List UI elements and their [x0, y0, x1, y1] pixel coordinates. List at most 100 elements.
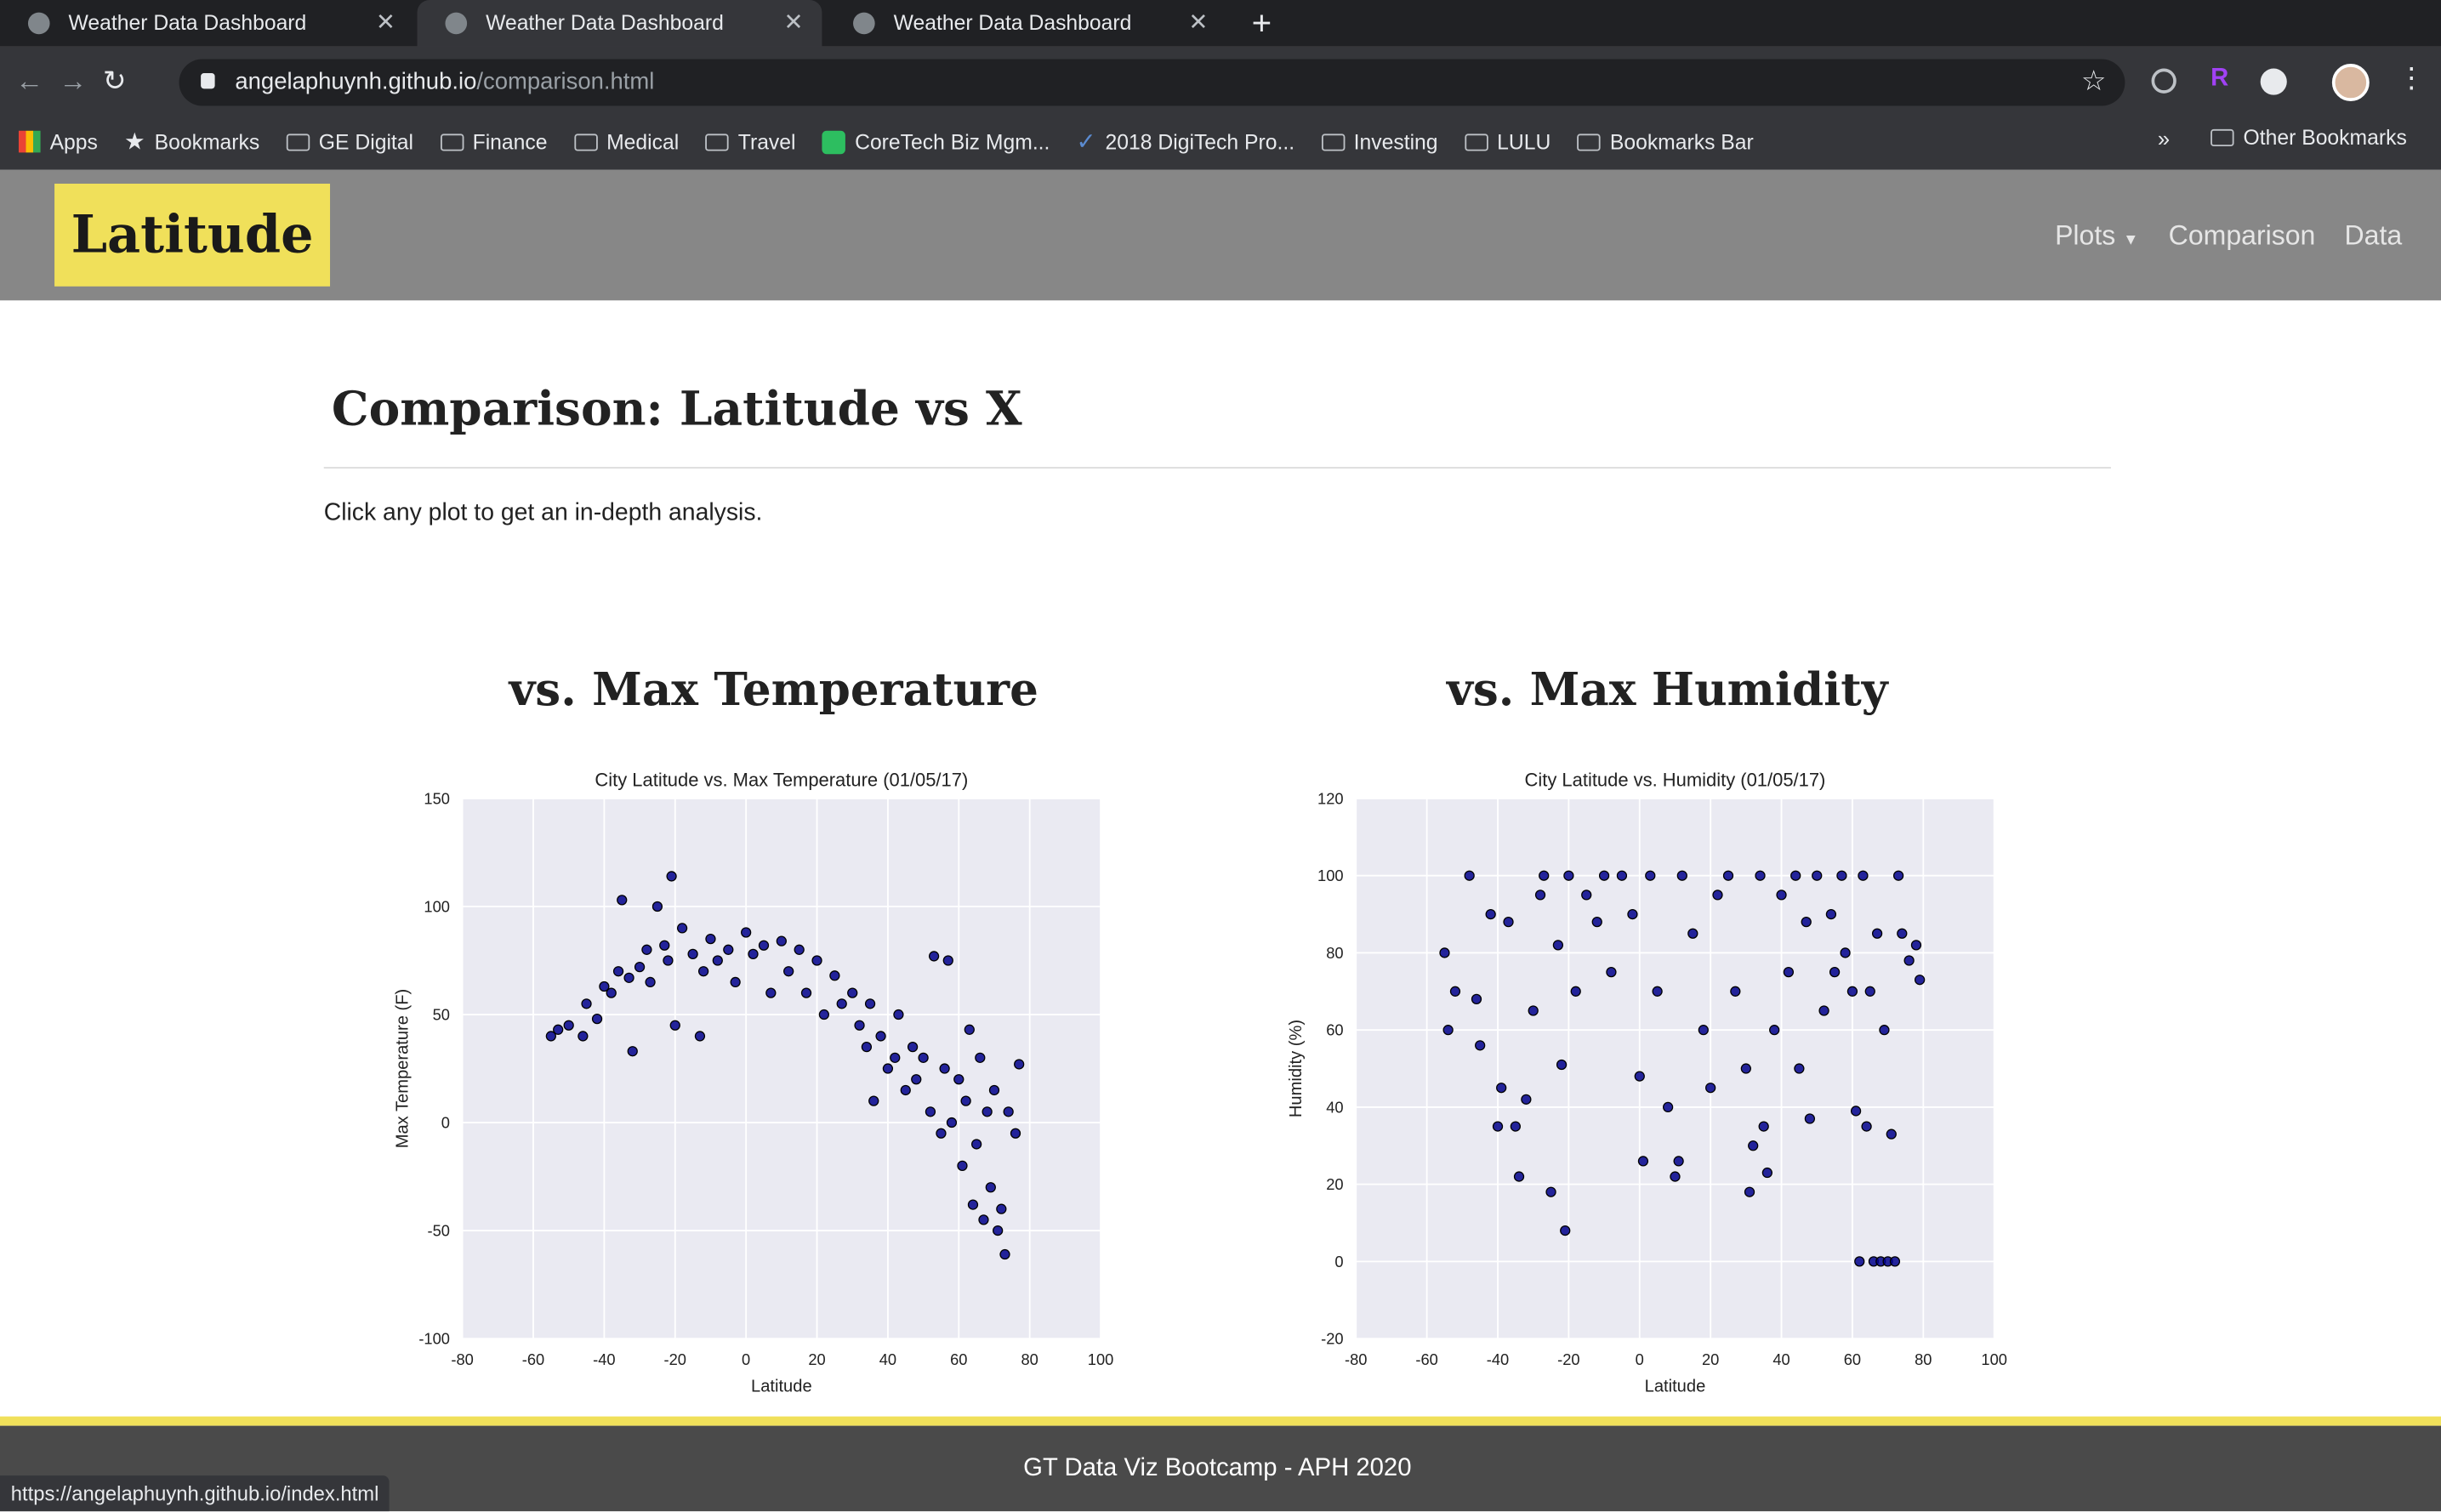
point	[1485, 908, 1496, 920]
x-tick-label: -20	[1557, 1350, 1579, 1368]
x-tick-label: -80	[451, 1350, 473, 1368]
x-tick-label: -40	[593, 1350, 615, 1368]
omnibox[interactable]: angelaphuynh.github.io/comparison.html ☆	[179, 59, 2125, 106]
y-tick-label: -100	[418, 1330, 450, 1348]
point	[748, 948, 759, 960]
x-tick-label: -80	[1345, 1350, 1367, 1368]
x-tick-label: 0	[742, 1350, 750, 1368]
bookmark[interactable]: GE Digital	[286, 126, 413, 157]
bookmark[interactable]: Apps	[18, 126, 98, 157]
point	[741, 927, 752, 938]
bookmark[interactable]: Investing	[1321, 126, 1438, 157]
bookmark-label: Bookmarks	[154, 129, 260, 154]
brand[interactable]: Latitude	[54, 183, 331, 287]
bookmark[interactable]: Finance	[440, 126, 548, 157]
y-tick-label: 0	[441, 1113, 450, 1131]
point	[1744, 1186, 1755, 1197]
point	[599, 981, 610, 992]
point	[1534, 890, 1546, 901]
point	[1783, 966, 1795, 978]
point	[1563, 870, 1574, 881]
point	[911, 1074, 922, 1085]
point	[776, 935, 787, 946]
extension-icon[interactable]: R	[2211, 65, 2229, 92]
y-axis-label: Max Temperature (F)	[394, 989, 413, 1149]
point	[1850, 1106, 1862, 1117]
nav-link[interactable]: Data	[2344, 219, 2403, 251]
point	[971, 1139, 982, 1150]
point	[581, 998, 592, 1009]
nav-link[interactable]: Plots ▼	[2055, 219, 2139, 251]
point	[1915, 975, 1926, 986]
point	[1829, 966, 1841, 978]
point	[1790, 870, 1801, 881]
point	[967, 1199, 979, 1210]
point	[1539, 870, 1550, 881]
point	[1840, 947, 1851, 958]
bookmark[interactable]: LULU	[1464, 126, 1551, 157]
profile-avatar[interactable]	[2331, 64, 2370, 101]
point	[1545, 1186, 1556, 1197]
point	[982, 1106, 993, 1117]
point	[1776, 890, 1787, 901]
point	[1854, 1256, 1865, 1267]
bookmark-label: CoreTech Biz Mgm...	[855, 129, 1050, 154]
point	[1496, 1083, 1507, 1094]
point	[1804, 1113, 1816, 1124]
bookmark-label: GE Digital	[318, 129, 414, 154]
menu[interactable]: ⋮	[2397, 62, 2426, 94]
point	[1861, 1121, 1872, 1132]
point	[957, 1160, 968, 1171]
point	[942, 955, 953, 966]
point	[1645, 870, 1656, 881]
y-tick-label: 150	[424, 789, 450, 807]
point	[1627, 908, 1638, 920]
extension-icon[interactable]	[2151, 68, 2176, 94]
point	[1761, 1167, 1772, 1179]
plot-area	[462, 798, 1101, 1339]
point	[988, 1084, 1000, 1096]
bookmark[interactable]: Travel	[705, 126, 796, 157]
bookmarks-overflow[interactable]: »	[2157, 126, 2171, 151]
chart[interactable]: -80 -60 -40 -20 0 20 40 60 80 100 -20 0 20 40 60 80 100 1…	[1267, 755, 2015, 1409]
point	[1755, 870, 1766, 881]
point	[1513, 1171, 1525, 1182]
point	[1670, 1171, 1681, 1182]
point	[553, 1024, 564, 1035]
extension-icon[interactable]	[2260, 68, 2287, 95]
tab[interactable]: Weather Data Dashboard ✕	[825, 0, 1226, 47]
point	[606, 987, 617, 998]
bookmark[interactable]: CoreTech Biz Mgm...	[822, 126, 1050, 157]
footer	[0, 1425, 2441, 1512]
point	[936, 1128, 947, 1139]
chart[interactable]: -80 -60 -40 -20 0 20 40 60 80 100 -100 -50 0 50 100 150…	[373, 755, 1121, 1409]
bookmark[interactable]: Bookmarks Bar	[1577, 126, 1754, 157]
new-tab[interactable]: +	[1251, 3, 1272, 43]
point	[1637, 1156, 1649, 1167]
tab-active[interactable]: Weather Data Dashboard ✕	[417, 0, 822, 47]
nav-link[interactable]: Comparison	[2168, 219, 2316, 251]
tab-strip	[0, 0, 2441, 47]
section-heading: vs. Max Temperature	[509, 662, 1038, 716]
point	[1475, 1040, 1486, 1051]
point	[1740, 1063, 1751, 1074]
bookmark[interactable]: ★ Bookmarks	[124, 128, 260, 156]
x-tick-label: 100	[1981, 1350, 2007, 1368]
point	[617, 895, 628, 906]
point	[996, 1203, 1007, 1214]
bookmark[interactable]: Other Bookmarks	[2211, 126, 2407, 150]
point	[1652, 986, 1663, 997]
point	[1591, 917, 1602, 928]
bookmark-label: Bookmarks Bar	[1609, 129, 1754, 154]
point	[1673, 1156, 1684, 1167]
point	[545, 1031, 556, 1042]
nav-buttons[interactable]: ← → ↻	[15, 65, 127, 97]
y-tick-label: 50	[433, 1005, 450, 1023]
bookmark[interactable]: ✓ 2018 DigiTech Pro...	[1076, 128, 1295, 156]
bookmark[interactable]: Medical	[573, 126, 679, 157]
point	[1003, 1106, 1014, 1117]
bookmark-label: Apps	[49, 129, 98, 154]
tab[interactable]: Weather Data Dashboard ✕	[0, 0, 414, 47]
